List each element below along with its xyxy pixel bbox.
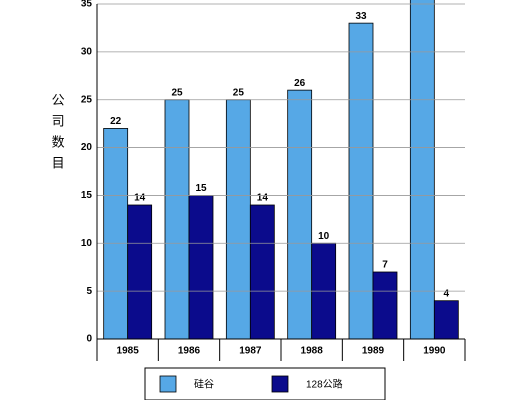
y-tick-label: 5 — [86, 286, 92, 297]
data-label: 15 — [195, 183, 207, 194]
legend-swatch — [271, 375, 289, 393]
data-label: 26 — [294, 78, 306, 89]
bar — [348, 22, 374, 340]
legend-label: 硅谷 — [194, 378, 214, 391]
y-tick-label: 20 — [81, 142, 93, 153]
y-tick-label: 25 — [81, 94, 93, 105]
bar — [249, 204, 275, 340]
y-tick-label: 30 — [81, 46, 93, 57]
x-tick-label: 1989 — [362, 346, 385, 357]
bar — [287, 89, 313, 340]
bar — [372, 271, 398, 340]
bar — [103, 128, 129, 340]
data-label: 25 — [233, 87, 245, 98]
data-label: 4 — [444, 288, 450, 299]
x-tick-label: 1987 — [239, 346, 262, 357]
data-label: 14 — [257, 193, 269, 204]
bar — [409, 0, 435, 340]
y-tick-label: 10 — [81, 238, 93, 249]
data-label: 25 — [171, 87, 183, 98]
bar — [188, 195, 214, 340]
bar — [433, 300, 459, 340]
x-tick-label: 1988 — [301, 346, 324, 357]
y-axis-title: 公司数目 — [50, 93, 65, 177]
y-tick-label: 0 — [86, 334, 92, 345]
x-tick-label: 1986 — [178, 346, 201, 357]
x-tick-label: 1990 — [423, 346, 446, 357]
legend-label: 128公路 — [306, 378, 343, 391]
data-label: 10 — [318, 231, 330, 242]
data-label: 14 — [134, 193, 146, 204]
data-label: 7 — [382, 260, 388, 271]
x-tick-label: 1985 — [117, 346, 140, 357]
y-tick-label: 35 — [81, 0, 93, 10]
data-label: 22 — [110, 116, 122, 127]
legend — [144, 367, 386, 400]
legend-swatch — [159, 375, 177, 393]
bar — [164, 99, 190, 340]
y-tick-label: 15 — [81, 190, 93, 201]
bar — [225, 99, 251, 340]
data-label: 33 — [355, 11, 367, 22]
bar — [127, 204, 153, 340]
